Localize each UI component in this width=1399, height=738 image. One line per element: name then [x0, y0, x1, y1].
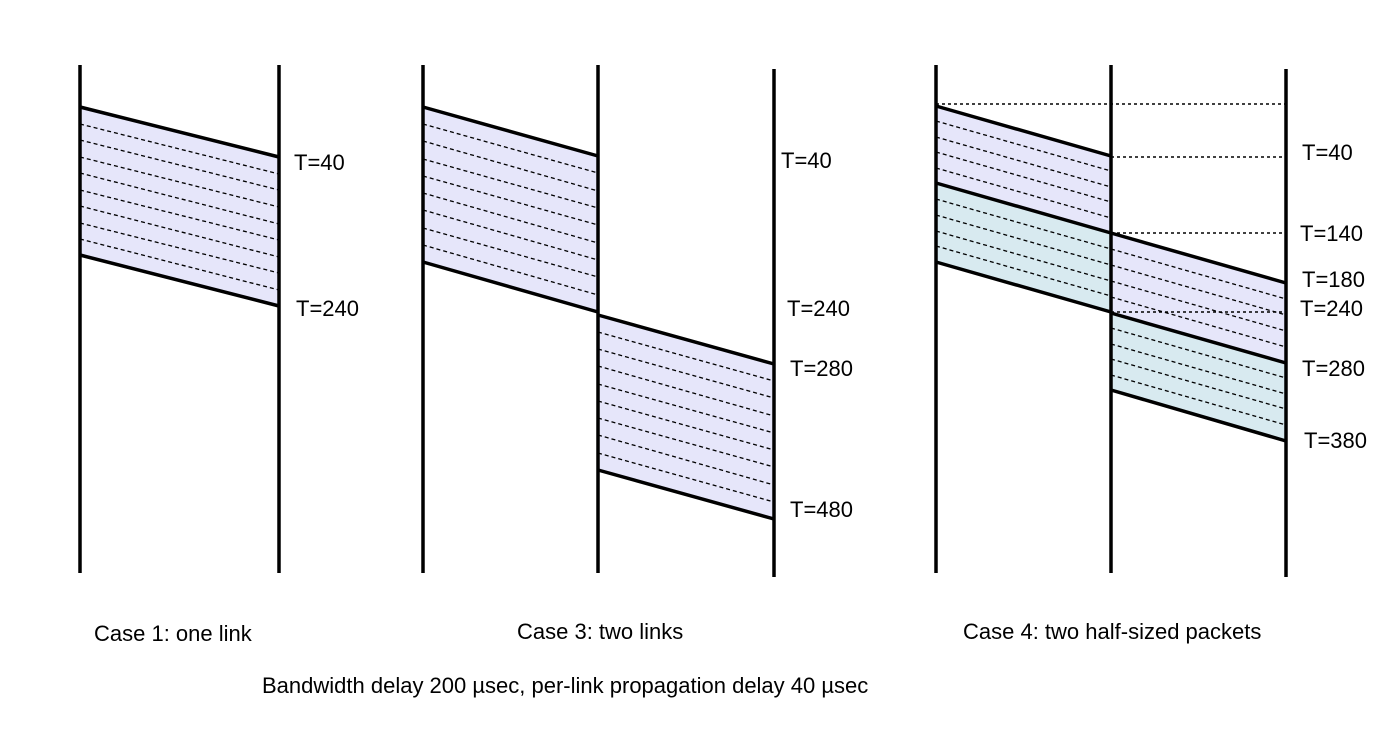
case-1-diagram: T=40 T=240: [78, 65, 359, 573]
case-3-label-t480: T=480: [790, 497, 853, 522]
case-3-link-2-trailing-edge: [597, 468, 775, 521]
case-4-label-t240: T=240: [1300, 296, 1363, 321]
case-4-packet-a-link-1: [936, 106, 1111, 233]
case-4-packet-b-link-1: [936, 183, 1111, 312]
case-4-packet-b-link-2-trailing-edge: [1110, 388, 1287, 443]
case-3-link-2-bit-lines: [597, 331, 775, 503]
case-4-packet-boundary-link-2: [1110, 311, 1287, 365]
case-3-packet-link-2: [598, 315, 774, 519]
case-1-packet-trailing-edge: [79, 253, 280, 308]
case-1-bit-lines: [79, 123, 280, 291]
case-4-label-t40: T=40: [1302, 140, 1353, 165]
case-4-label-t380: T=380: [1304, 428, 1367, 453]
case-4-packet-a-link-1-leading-edge: [935, 104, 1112, 158]
case-3-label-t40: T=40: [781, 148, 832, 173]
case-4-packet-a-link-2-leading-edge: [1110, 231, 1287, 285]
case-3-link-1-trailing-edge: [422, 260, 599, 314]
case-3-diagram: T=40 T=240 T=280 T=480: [421, 65, 853, 577]
case-4-packet-boundary-link-1: [935, 181, 1112, 235]
case-3-label-t240: T=240: [787, 296, 850, 321]
case-1-label-t240: T=240: [296, 296, 359, 321]
case-3-link-2-leading-edge: [597, 313, 775, 366]
case-1-packet: [80, 107, 279, 306]
case-4-bit-lines: [935, 120, 1287, 426]
case-4-label-t280: T=280: [1302, 356, 1365, 381]
case-4-packet-b-link-2: [1111, 313, 1286, 441]
case-4-diagram: T=40 T=140 T=180 T=240 T=280 T=380: [934, 65, 1367, 577]
case-3-link-1-leading-edge: [422, 105, 599, 158]
case-4-packet-a-link-2: [1111, 233, 1286, 363]
case-3-link-1-bit-lines: [422, 123, 599, 296]
footer-caption: Bandwidth delay 200 µsec, per-link propa…: [262, 673, 868, 698]
case-1-label-t40: T=40: [294, 150, 345, 175]
case-1-packet-leading-edge: [79, 105, 280, 159]
case-4-label-t180: T=180: [1302, 267, 1365, 292]
case-4-packet-b-link-1-trailing-edge: [935, 260, 1112, 314]
case-3-packet-link-1: [423, 107, 598, 312]
case-4-label-t140: T=140: [1300, 221, 1363, 246]
case-3-caption: Case 3: two links: [517, 619, 683, 644]
case-3-label-t280: T=280: [790, 356, 853, 381]
case-4-caption: Case 4: two half-sized packets: [963, 619, 1261, 644]
case-1-caption: Case 1: one link: [94, 621, 253, 646]
